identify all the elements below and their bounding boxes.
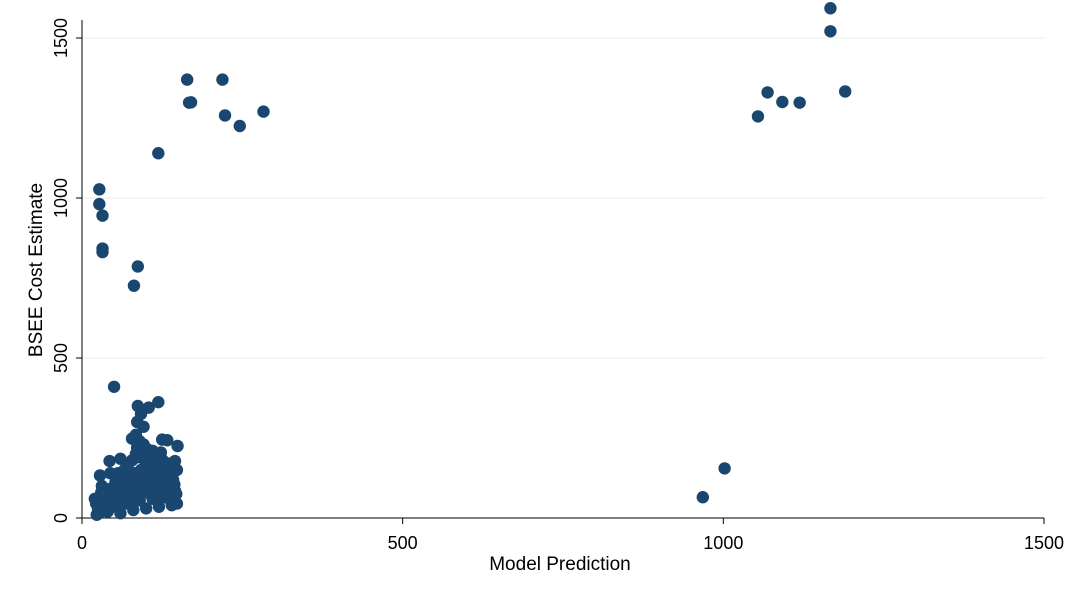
data-point [824,2,837,15]
data-point [163,457,176,470]
gridlines [82,37,1044,359]
data-point [718,462,731,475]
y-tick-label: 1000 [51,178,71,218]
data-point [824,25,837,38]
data-point [216,73,229,86]
data-point [93,469,107,482]
x-tick-label: 500 [388,533,418,553]
data-point [167,492,180,505]
axis-ticks: 0 500 1000 1500 0 500 1000 1500 [51,18,1064,553]
x-tick-label: 0 [77,533,87,553]
x-tick-label: 1500 [1024,533,1064,553]
data-point [103,454,116,468]
data-point [127,279,141,292]
data-point [133,494,146,507]
data-point [131,260,144,273]
data-point [233,119,246,133]
data-point [93,197,106,211]
data-point [120,497,134,510]
data-point [107,380,121,393]
data-point [146,492,159,505]
data-point [696,491,710,504]
data-point [218,109,232,122]
axes [81,20,1044,519]
data-point [137,420,150,433]
x-axis-title: Model Prediction [489,554,631,575]
data-point [168,478,181,491]
data-point [838,85,852,98]
data-point [96,245,109,259]
data-point [95,479,109,493]
data-point [96,209,109,222]
data-point [152,395,165,409]
y-axis-title: BSEE Cost Estimate [26,183,47,357]
data-point [107,495,121,509]
data-point [184,96,198,109]
data-point [152,147,165,160]
data-points [88,2,852,521]
data-point [98,489,112,502]
data-point [761,86,774,99]
data-point [93,183,106,196]
y-tick-label: 0 [51,513,71,523]
data-point [111,467,125,480]
data-point [776,95,789,109]
data-point [751,110,765,123]
x-tick-label: 1000 [703,533,743,553]
data-point [171,439,184,453]
data-point [161,434,174,447]
data-point [180,73,194,86]
data-point [257,105,270,118]
data-point [114,507,127,520]
y-tick-label: 500 [51,343,71,373]
data-point [793,96,806,109]
data-point [96,500,110,513]
y-tick-label: 1500 [51,18,71,58]
